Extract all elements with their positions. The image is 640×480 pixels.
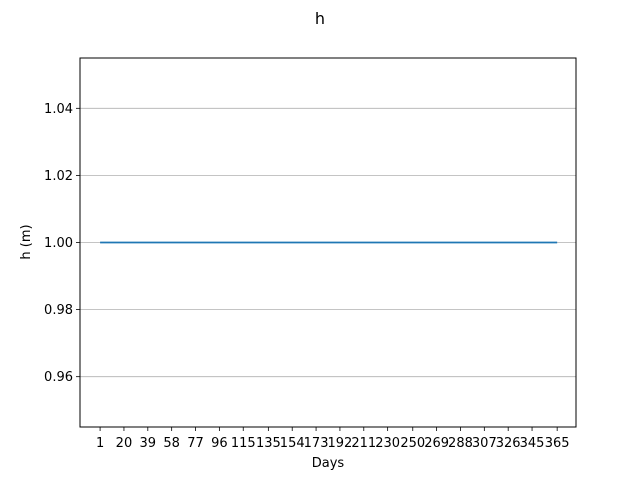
- y-tick-label: 0.98: [44, 303, 73, 318]
- x-tick-label: 20: [116, 436, 133, 451]
- x-tick-label: 173: [304, 436, 329, 451]
- y-axis-label: h (m): [19, 224, 34, 259]
- y-axis: 0.96 0.98 1.00 1.02 1.04: [44, 102, 80, 385]
- x-tick-label: 39: [140, 436, 157, 451]
- y-tick-label: 0.96: [44, 370, 73, 385]
- chart-title: h: [315, 9, 325, 28]
- x-axis: 1 20 39 58 77 96 115 135 154 173 192 211 230 250 269 28…: [96, 427, 570, 451]
- x-tick-label: 115: [231, 436, 256, 451]
- x-tick-label: 250: [400, 436, 425, 451]
- y-tick-label: 1.02: [44, 169, 73, 184]
- x-tick-label: 192: [328, 436, 353, 451]
- x-axis-label: Days: [312, 456, 345, 471]
- x-tick-label: 307: [472, 436, 497, 451]
- y-tick-label: 1.04: [44, 102, 73, 117]
- x-tick-label: 288: [448, 436, 473, 451]
- x-tick-label: 96: [211, 436, 228, 451]
- x-tick-label: 211: [351, 436, 376, 451]
- x-tick-label: 135: [256, 436, 281, 451]
- x-tick-label: 77: [187, 436, 204, 451]
- x-tick-label: 58: [163, 436, 180, 451]
- x-tick-label: 365: [545, 436, 570, 451]
- x-tick-label: 154: [280, 436, 305, 451]
- y-tick-label: 1.00: [44, 236, 73, 251]
- x-tick-label: 230: [375, 436, 400, 451]
- x-tick-label: 269: [424, 436, 449, 451]
- x-tick-label: 1: [96, 436, 104, 451]
- x-tick-label: 326: [496, 436, 521, 451]
- x-tick-label: 345: [520, 436, 545, 451]
